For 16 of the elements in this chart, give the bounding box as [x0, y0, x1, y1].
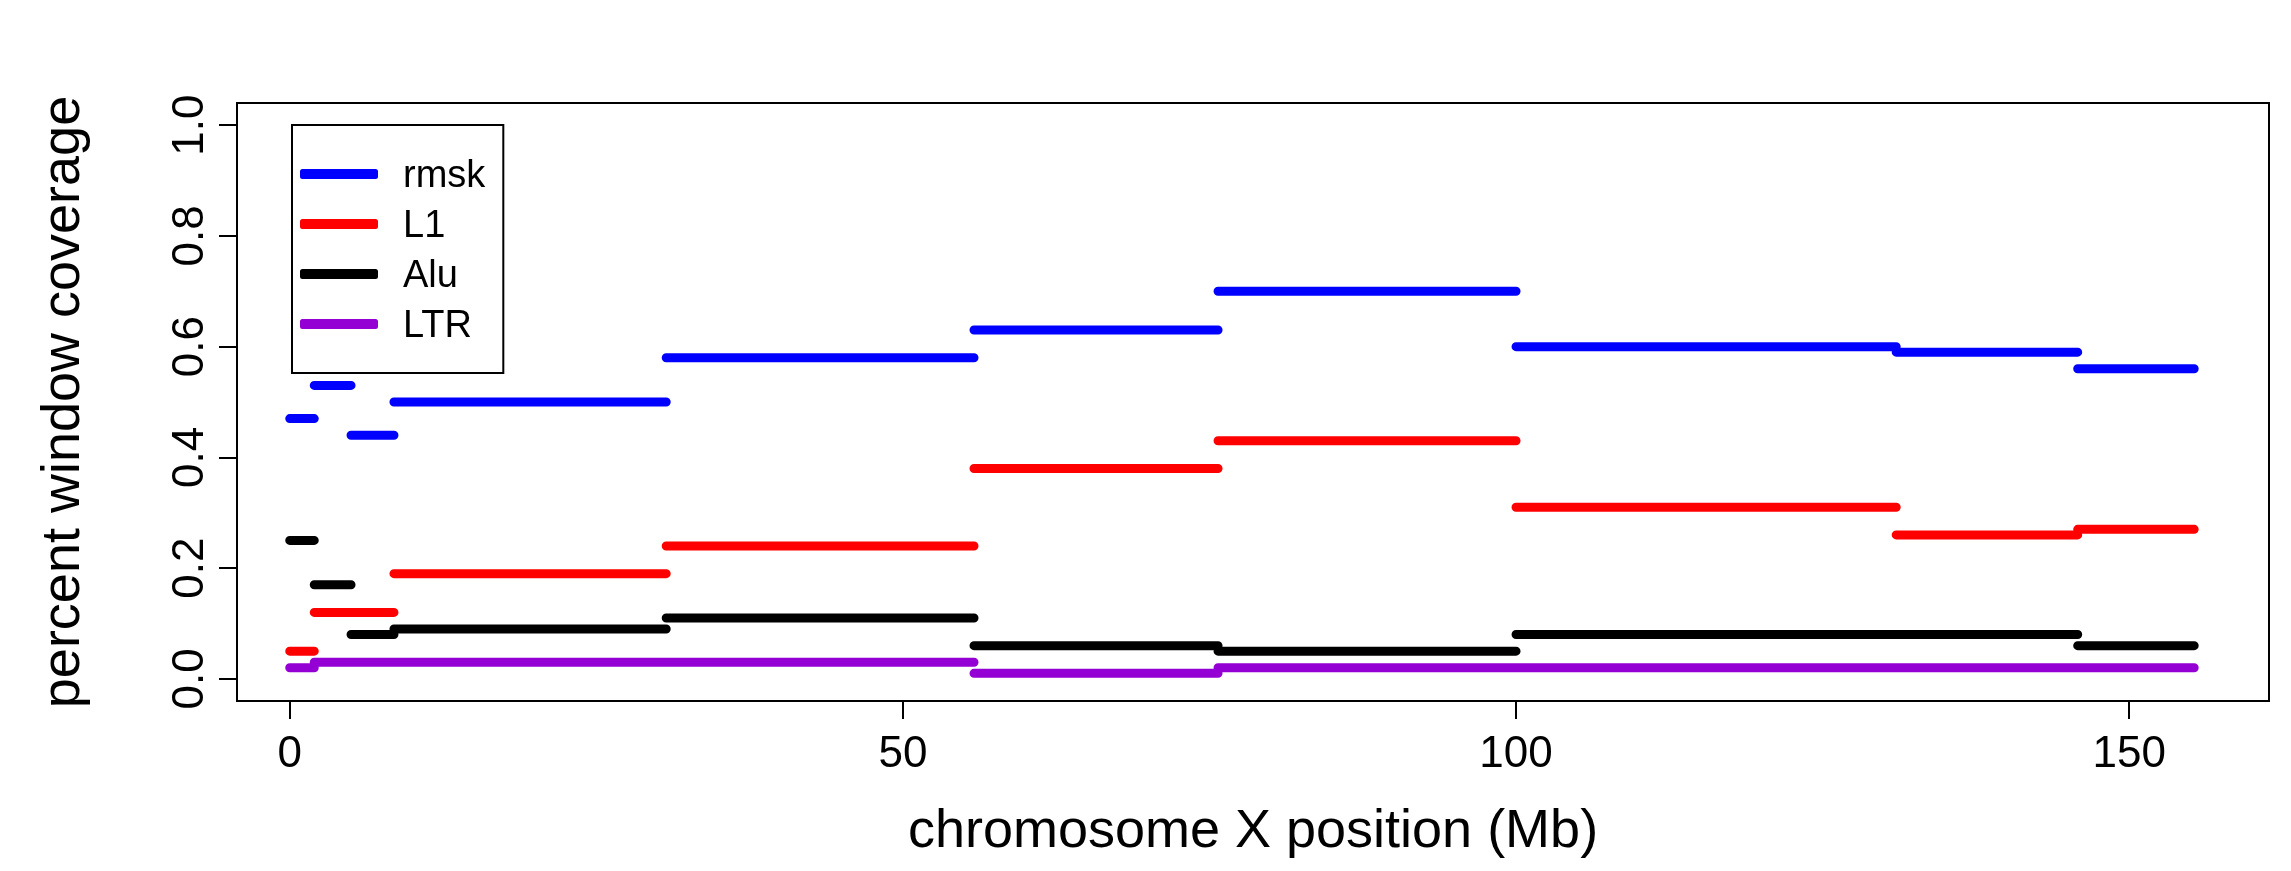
legend-label: Alu	[403, 253, 458, 295]
x-tick-label: 0	[277, 726, 302, 776]
y-tick-label: 0.4	[162, 426, 212, 488]
x-tick-label: 50	[878, 726, 928, 776]
legend-label: rmsk	[403, 153, 487, 195]
x-tick-label: 150	[2092, 726, 2166, 776]
y-tick-label: 0.2	[162, 537, 212, 599]
y-tick-label: 1.0	[162, 94, 212, 156]
legend-label: L1	[403, 203, 446, 245]
legend-label: LTR	[403, 303, 472, 345]
y-axis-title: percent window coverage	[30, 95, 90, 709]
y-tick-label: 0.0	[162, 648, 212, 710]
x-tick-label: 100	[1479, 726, 1553, 776]
y-tick-label: 0.8	[162, 205, 212, 267]
x-axis-title: chromosome X position (Mb)	[907, 798, 1599, 858]
y-tick-label: 0.6	[162, 316, 212, 378]
